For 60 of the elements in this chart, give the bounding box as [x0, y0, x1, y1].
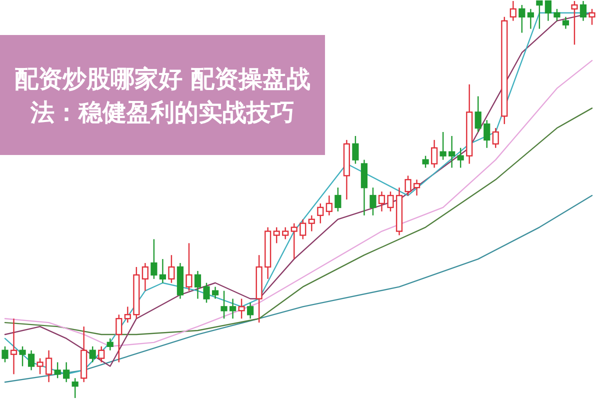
candlestick — [273, 226, 280, 244]
candlestick — [63, 362, 70, 383]
candlestick — [36, 358, 44, 375]
candlestick — [72, 378, 78, 399]
candlestick — [562, 16, 570, 30]
candlestick — [203, 282, 210, 304]
candlestick — [536, 0, 543, 30]
candlestick — [282, 226, 289, 240]
candlestick — [150, 238, 158, 280]
candlestick — [387, 190, 394, 212]
candlestick — [28, 350, 35, 371]
candlestick — [212, 286, 219, 300]
candlestick — [116, 314, 122, 363]
candlestick — [527, 8, 534, 30]
candlestick — [98, 346, 105, 363]
candlestick — [300, 218, 306, 240]
candlestick — [220, 290, 228, 320]
candlestick — [580, 0, 587, 22]
candlestick — [2, 346, 8, 363]
candlestick — [457, 147, 464, 168]
candlestick — [247, 302, 254, 320]
candlestick — [186, 242, 192, 292]
candlestick — [510, 0, 516, 22]
candlestick — [404, 175, 412, 196]
candlestick — [448, 135, 456, 168]
candlestick — [326, 194, 332, 216]
candlestick — [588, 8, 596, 26]
text: 配资炒股哪家好 配资操盘战法：稳健盈利的实战技巧 — [14, 64, 311, 126]
candlestick — [168, 254, 175, 284]
candlestick — [378, 190, 386, 212]
candlestick — [334, 186, 342, 212]
candlestick — [360, 159, 368, 216]
candlestick — [484, 120, 490, 148]
candlestick — [10, 318, 18, 375]
candlestick — [413, 179, 420, 196]
candlestick — [422, 155, 429, 168]
candlestick — [431, 139, 438, 168]
candlestick — [159, 258, 166, 284]
candlestick — [440, 131, 446, 160]
candlestick — [46, 350, 52, 383]
candlestick — [317, 202, 324, 224]
candlestick — [290, 222, 298, 260]
candlestick — [308, 214, 315, 232]
candlestick — [194, 270, 202, 300]
candlestick — [352, 135, 359, 164]
candlestick — [492, 127, 499, 148]
candlestick — [142, 262, 148, 292]
candlestick — [229, 298, 236, 320]
candlestick — [54, 362, 61, 379]
candlestick — [474, 96, 482, 133]
candlestick — [106, 338, 114, 351]
candlestick — [89, 346, 96, 363]
candlestick — [518, 4, 526, 34]
candlestick — [571, 0, 578, 46]
candlestick — [544, 0, 552, 22]
candlestick — [238, 298, 245, 320]
candlestick — [554, 8, 560, 22]
candlestick — [370, 186, 376, 216]
candlestick — [19, 346, 26, 367]
candlestick — [124, 306, 131, 324]
